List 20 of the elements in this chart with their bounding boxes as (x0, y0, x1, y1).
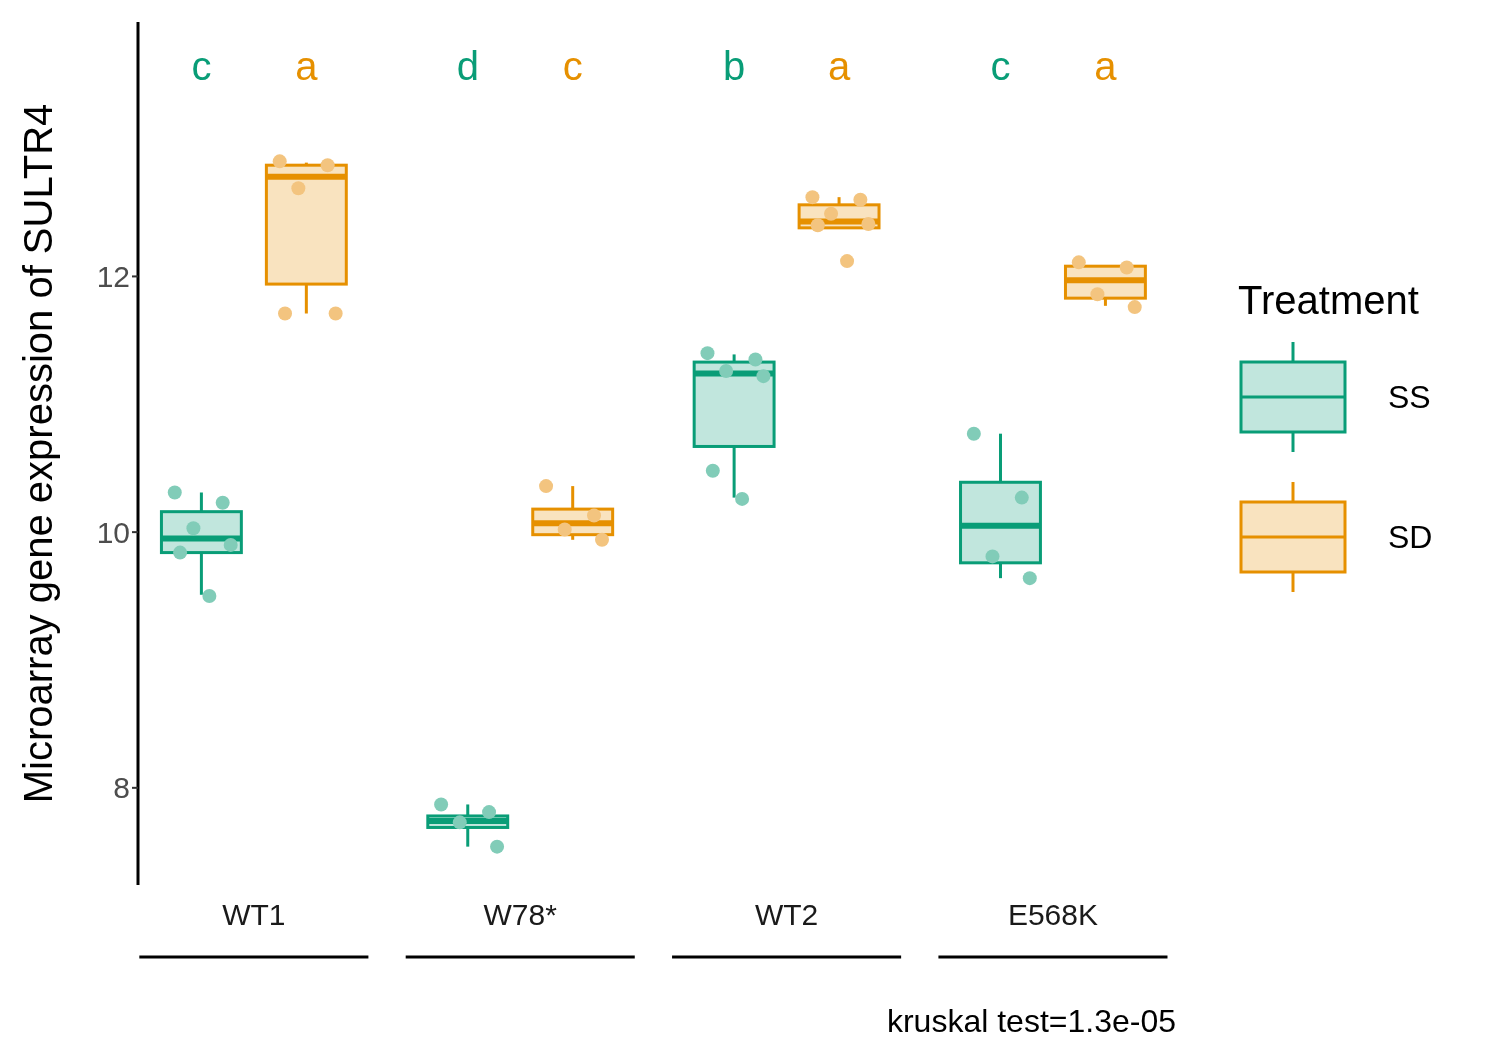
x-tick-label: W78* (483, 898, 558, 931)
x-tick-label: E568K (1007, 898, 1098, 931)
legend-title: Treatment (1238, 278, 1420, 323)
annotation: c (191, 44, 212, 88)
annotation: d (456, 44, 479, 88)
x-tick-label: WT1 (222, 898, 286, 931)
legend-label: SD (1388, 518, 1433, 556)
y-tick-label: 10 (96, 515, 130, 549)
y-tick-label: 8 (113, 771, 130, 805)
y-axis-title: Microarray gene expression of SULTR4 (16, 103, 61, 804)
annotation: c (990, 44, 1011, 88)
annotation: a (827, 44, 851, 88)
text: kruskal test=1.3e-05 (886, 1003, 1176, 1040)
annotation: b (722, 44, 746, 88)
x-tick-label: WT2 (754, 898, 819, 931)
annotation: a (1094, 44, 1118, 88)
y-tick-label: 12 (96, 260, 130, 294)
annotation: a (295, 44, 319, 88)
legend-label: SS (1388, 378, 1431, 416)
annotation: c (562, 44, 583, 88)
